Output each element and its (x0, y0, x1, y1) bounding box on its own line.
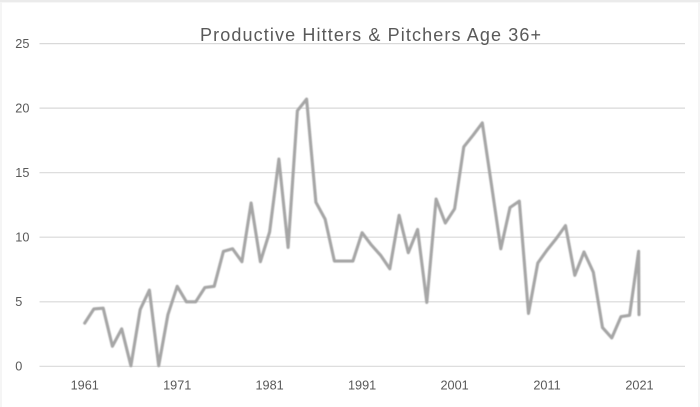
svg-text:25: 25 (15, 37, 29, 51)
svg-text:1961: 1961 (71, 378, 99, 392)
svg-text:1991: 1991 (348, 378, 376, 392)
svg-text:15: 15 (15, 166, 29, 180)
svg-text:20: 20 (15, 102, 29, 116)
svg-text:2021: 2021 (625, 378, 653, 392)
svg-text:1971: 1971 (163, 378, 191, 392)
svg-text:10: 10 (15, 231, 29, 245)
svg-text:1981: 1981 (255, 378, 283, 392)
svg-text:Productive Hitters & Pitchers: Productive Hitters & Pitchers Age 36+ (200, 25, 541, 45)
svg-text:0: 0 (15, 360, 22, 374)
svg-text:2001: 2001 (440, 378, 468, 392)
svg-text:5: 5 (15, 295, 22, 309)
svg-text:2011: 2011 (533, 378, 560, 392)
